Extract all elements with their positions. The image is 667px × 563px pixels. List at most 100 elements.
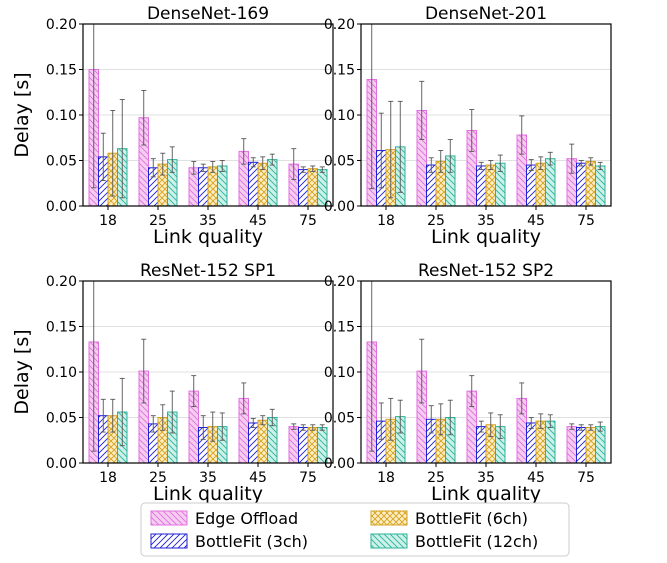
error-bar — [369, 281, 375, 452]
y-tick-label: 0.05 — [46, 154, 77, 170]
error-bar — [141, 89, 147, 146]
error-bar — [397, 399, 403, 434]
error-bar — [200, 163, 206, 172]
bar-bottlefit-12ch--45 — [545, 158, 556, 207]
error-bar — [578, 424, 584, 431]
x-tick-label: 75 — [299, 470, 317, 486]
error-bar — [597, 421, 603, 432]
x-tick-label: 75 — [299, 213, 317, 229]
error-bar — [569, 143, 575, 174]
x-tick-label: 25 — [149, 470, 167, 486]
y-axis-label: Delay [s] — [11, 329, 33, 414]
y-tick-label: 0.10 — [324, 365, 355, 381]
error-bar — [119, 99, 125, 199]
error-bar — [419, 80, 425, 141]
bar-bottlefit-12ch--75 — [595, 426, 606, 464]
x-tick-label: 35 — [199, 470, 217, 486]
y-tick-label: 0.10 — [46, 365, 77, 381]
error-bar — [191, 375, 197, 408]
bar-edge-offload-75 — [288, 426, 299, 464]
chart-panel-3: 0.00 0.05 0.10 0.15 0.20 18 25 35 45 75 ResNet-152… — [11, 261, 334, 505]
error-bar — [160, 152, 166, 176]
error-bar — [169, 146, 175, 173]
error-bar — [388, 397, 394, 441]
error-bar — [269, 153, 275, 166]
y-tick-label: 0.20 — [46, 17, 77, 33]
legend-entry: Edge Offload — [150, 509, 298, 528]
legend-label: BottleFit (3ch) — [195, 532, 308, 551]
error-bar — [191, 160, 197, 175]
y-tick-label: 0.15 — [46, 320, 77, 336]
y-tick-label: 0.00 — [324, 199, 355, 215]
error-bar — [538, 413, 544, 429]
error-bar — [588, 424, 594, 431]
error-bar — [291, 148, 297, 181]
error-bar — [141, 338, 147, 404]
error-bar — [369, 24, 375, 190]
error-bar — [200, 415, 206, 440]
error-bar — [597, 161, 603, 171]
bar-bottlefit-3ch--75 — [298, 169, 309, 207]
y-tick-label: 0.00 — [324, 456, 355, 472]
error-bar — [428, 405, 434, 434]
legend-swatch — [370, 533, 408, 549]
error-bar — [110, 109, 116, 197]
bar-bottlefit-3ch--45 — [526, 164, 537, 207]
x-tick-label: 35 — [477, 213, 495, 229]
y-tick-label: 0.20 — [324, 17, 355, 33]
x-tick-label: 25 — [427, 470, 445, 486]
error-bar — [160, 404, 166, 431]
x-tick-label: 18 — [377, 213, 395, 229]
error-bar — [219, 412, 225, 441]
y-tick-label: 0.00 — [46, 456, 77, 472]
error-bar — [488, 412, 494, 438]
error-bar — [110, 398, 116, 433]
error-bar — [210, 411, 216, 442]
bar-bottlefit-6ch--75 — [307, 168, 318, 207]
error-bar — [519, 382, 525, 415]
error-bar — [260, 156, 266, 171]
error-bar — [469, 375, 475, 408]
legend-label: Edge Offload — [195, 509, 298, 528]
error-bar — [469, 109, 475, 152]
error-bar — [488, 160, 494, 171]
bar-bottlefit-6ch--75 — [307, 427, 318, 464]
x-tick-label: 35 — [199, 213, 217, 229]
error-bar — [291, 423, 297, 430]
y-tick-label: 0.15 — [324, 63, 355, 79]
error-bar — [310, 424, 316, 431]
y-tick-label: 0.15 — [46, 63, 77, 79]
x-tick-label: 25 — [427, 213, 445, 229]
x-tick-label: 45 — [527, 213, 545, 229]
error-bar — [150, 415, 156, 433]
x-tick-label: 75 — [577, 470, 595, 486]
error-bar — [241, 138, 247, 165]
error-bar — [497, 154, 503, 172]
y-tick-label: 0.15 — [324, 320, 355, 336]
x-tick-label: 18 — [99, 213, 117, 229]
x-tick-label: 35 — [477, 470, 495, 486]
panel-title: DenseNet-201 — [425, 4, 547, 24]
bar-bottlefit-3ch--45 — [248, 161, 259, 207]
bar-bottlefit-12ch--45 — [267, 159, 278, 207]
panel-title: ResNet-152 SP2 — [418, 261, 554, 281]
y-tick-label: 0.05 — [46, 411, 77, 427]
error-bar — [119, 377, 125, 447]
y-tick-label: 0.05 — [324, 411, 355, 427]
error-bar — [528, 159, 534, 171]
x-tick-label: 25 — [149, 213, 167, 229]
error-bar — [538, 156, 544, 171]
bar-bottlefit-12ch--35 — [217, 165, 228, 207]
bar-bottlefit-6ch--75 — [585, 427, 596, 464]
panel-title: ResNet-152 SP1 — [140, 261, 276, 281]
chart-panel-4: 0.00 0.05 0.10 0.15 0.20 18 25 35 45 75 ResNet-152… — [324, 261, 612, 505]
y-tick-label: 0.05 — [324, 154, 355, 170]
error-bar — [588, 157, 594, 166]
x-axis-label: Link quality — [431, 226, 541, 248]
error-bar — [569, 423, 575, 430]
x-tick-label: 75 — [577, 213, 595, 229]
chart-panel-2: 0.00 0.05 0.10 0.15 0.20 18 25 35 45 75 DenseNet-2… — [324, 4, 612, 248]
panel-title: DenseNet-169 — [147, 4, 269, 24]
bar-bottlefit-12ch--75 — [595, 165, 606, 207]
y-axis-label: Delay [s] — [11, 72, 33, 157]
